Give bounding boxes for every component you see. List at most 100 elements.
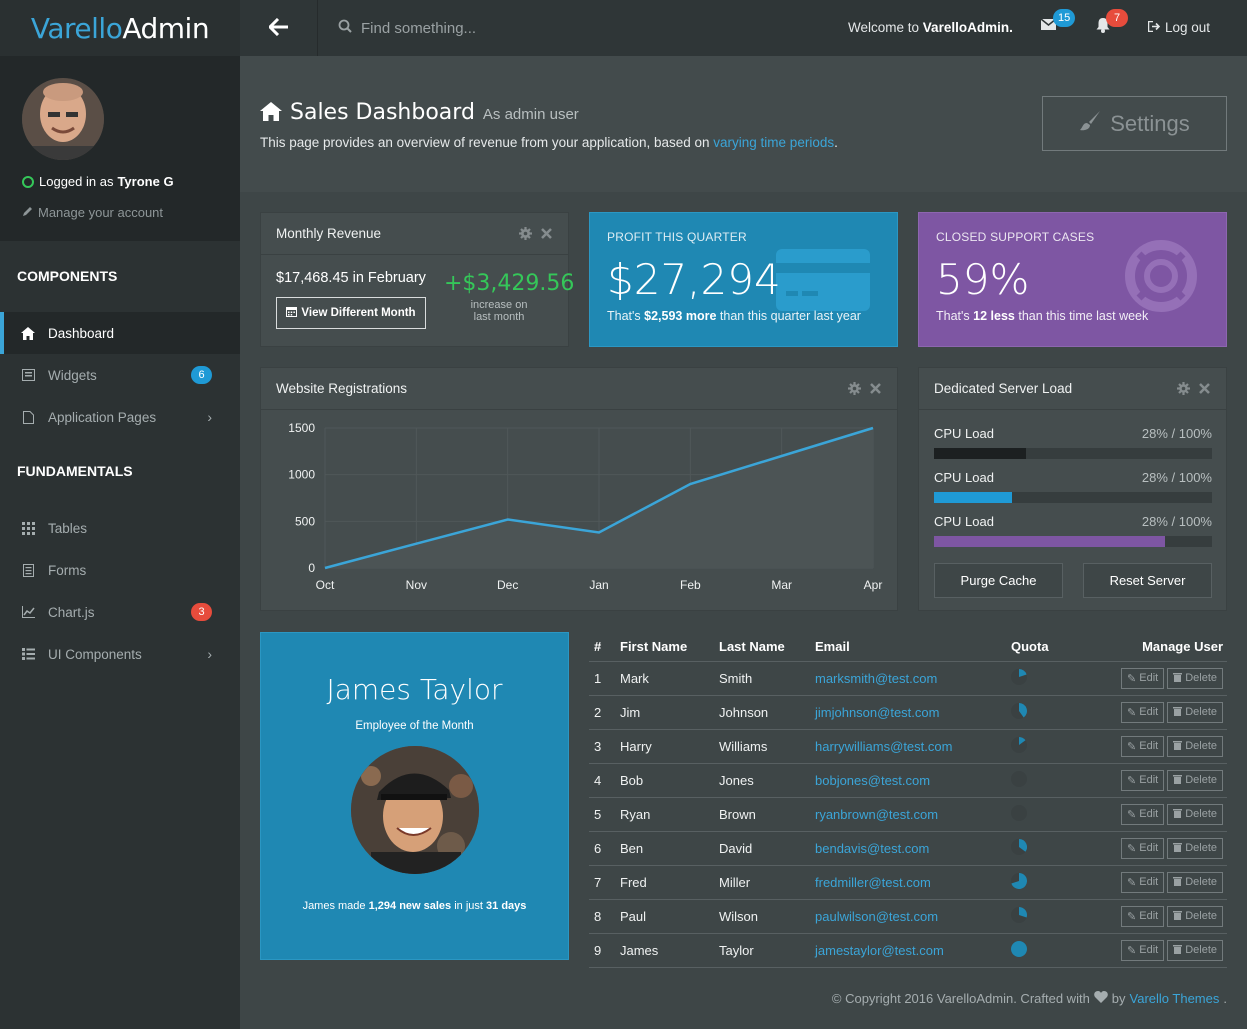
close-icon[interactable] — [1199, 382, 1210, 398]
edit-button[interactable]: ✎ Edit — [1121, 735, 1165, 757]
sidebar-item-tables[interactable]: Tables — [0, 507, 240, 549]
delete-button[interactable]: Delete — [1167, 667, 1223, 689]
load-label-row: CPU Load 28% / 100% — [934, 470, 1212, 485]
delete-button[interactable]: Delete — [1167, 837, 1223, 859]
support-value: 59% — [936, 255, 1030, 304]
row-number: 5 — [589, 797, 620, 832]
edit-label: Edit — [1139, 910, 1159, 922]
sidebar-item-ui-components[interactable]: UI Components › — [0, 633, 240, 675]
table-row: 4 Bob Jones bobjones@test.com ✎ Edit Delete — [589, 763, 1227, 798]
quota-pie-icon — [1011, 872, 1027, 892]
support-foot-prefix: That's — [936, 309, 970, 323]
edit-button[interactable]: ✎ Edit — [1121, 803, 1165, 825]
profit-label: PROFIT THIS QUARTER — [607, 230, 747, 244]
sidebar-item-chartjs[interactable]: Chart.js 3 — [0, 591, 240, 633]
time-periods-link[interactable]: varying time periods — [713, 135, 835, 150]
series-area — [325, 428, 873, 568]
page-subtitle: As admin user — [482, 106, 579, 123]
sidebar-item-widgets[interactable]: Widgets 6 — [0, 354, 240, 396]
email-link[interactable]: harrywilliams@test.com — [815, 738, 953, 754]
pencil-icon: ✎ — [1127, 706, 1137, 719]
gear-icon[interactable] — [519, 227, 532, 243]
revenue-change-note-1: increase on — [470, 299, 528, 311]
email-link[interactable]: fredmiller@test.com — [815, 874, 931, 890]
load-progress-fill — [934, 536, 1165, 547]
delete-button[interactable]: Delete — [1167, 803, 1223, 825]
quota-pie-icon — [1011, 736, 1027, 756]
edit-button[interactable]: ✎ Edit — [1121, 905, 1165, 927]
pencil-icon: ✎ — [1127, 876, 1137, 889]
row-number: 9 — [589, 933, 620, 968]
footer: © Copyright 2016 VarelloAdmin. Crafted w… — [832, 991, 1227, 1006]
notifications-count-badge: 7 — [1106, 9, 1128, 27]
table-row: 1 Mark Smith marksmith@test.com ✎ Edit Delete — [589, 661, 1227, 696]
email-link[interactable]: bobjones@test.com — [815, 772, 931, 788]
logout-button[interactable]: Log out — [1147, 20, 1211, 35]
delete-button[interactable]: Delete — [1167, 701, 1223, 723]
edit-button[interactable]: ✎ Edit — [1121, 871, 1165, 893]
edit-button[interactable]: ✎ Edit — [1121, 701, 1165, 723]
email-link[interactable]: bendavis@test.com — [815, 840, 930, 856]
email-link[interactable]: ryanbrown@test.com — [815, 806, 939, 822]
notifications-button[interactable]: 7 — [1096, 9, 1128, 36]
sidebar-item-application-pages[interactable]: Application Pages › — [0, 396, 240, 438]
quota-pie-icon — [1011, 668, 1027, 688]
reset-server-button[interactable]: Reset Server — [1083, 563, 1212, 598]
footer-suffix: . — [1223, 991, 1227, 1006]
fundamentals-nav: Tables Forms Chart.js 3 UI Components › — [0, 507, 240, 675]
search-input[interactable]: Find something... — [361, 19, 477, 37]
email-link[interactable]: paulwilson@test.com — [815, 908, 939, 924]
delete-button[interactable]: Delete — [1167, 735, 1223, 757]
support-label: CLOSED SUPPORT CASES — [936, 230, 1095, 244]
close-icon[interactable] — [870, 382, 881, 398]
sidebar-toggle-button[interactable] — [240, 0, 318, 56]
messages-button[interactable]: 15 — [1040, 9, 1076, 33]
settings-button[interactable]: Settings — [1042, 96, 1227, 151]
x-tick-label: Apr — [864, 578, 883, 592]
online-status-icon — [22, 175, 34, 188]
row-number: 7 — [589, 865, 620, 900]
quota-pie-icon — [1011, 804, 1027, 824]
logout-label: Log out — [1165, 20, 1211, 35]
brand-logo[interactable]: Varello Admin — [0, 0, 240, 56]
edit-button[interactable]: ✎ Edit — [1121, 939, 1165, 961]
close-icon[interactable] — [541, 227, 552, 243]
edit-button[interactable]: ✎ Edit — [1121, 769, 1165, 791]
search-bar[interactable]: Find something... — [338, 19, 476, 37]
users-table: # First Name Last Name Email Quota Manag… — [589, 632, 1227, 968]
delete-button[interactable]: Delete — [1167, 769, 1223, 791]
varello-themes-link[interactable]: Varello Themes — [1129, 991, 1220, 1006]
last-name-cell: Brown — [719, 797, 815, 832]
user-avatar[interactable] — [22, 78, 104, 160]
email-link[interactable]: marksmith@test.com — [815, 670, 938, 686]
row-number: 3 — [589, 729, 620, 764]
chartjs-count-badge: 3 — [191, 603, 212, 621]
delete-button[interactable]: Delete — [1167, 871, 1223, 893]
quota-pie-icon — [1011, 940, 1027, 960]
delete-label: Delete — [1185, 842, 1217, 854]
profit-foot-bold: $2,593 more — [644, 309, 717, 323]
email-link[interactable]: jamestaylor@test.com — [815, 942, 944, 958]
y-tick-label: 0 — [308, 561, 315, 575]
settings-label: Settings — [1110, 110, 1190, 136]
email-link[interactable]: jimjohnson@test.com — [815, 704, 940, 720]
view-different-month-button[interactable]: View Different Month — [276, 297, 426, 329]
sidebar-item-forms[interactable]: Forms — [0, 549, 240, 591]
edit-button[interactable]: ✎ Edit — [1121, 837, 1165, 859]
support-foot-suffix: than this time last week — [1018, 309, 1149, 323]
trash-icon — [1173, 842, 1183, 855]
users-table-body: 1 Mark Smith marksmith@test.com ✎ Edit Delete 2… — [589, 661, 1227, 968]
cpu-load-row: CPU Load 28% / 100% — [934, 514, 1212, 547]
employee-name: James Taylor — [326, 673, 503, 706]
widgets-count-badge: 6 — [191, 366, 212, 384]
edit-button[interactable]: ✎ Edit — [1121, 667, 1165, 689]
grid-icon — [21, 521, 35, 535]
delete-button[interactable]: Delete — [1167, 939, 1223, 961]
first-name-cell: Fred — [620, 865, 719, 900]
delete-button[interactable]: Delete — [1167, 905, 1223, 927]
sidebar-item-dashboard[interactable]: Dashboard — [0, 312, 240, 354]
purge-cache-button[interactable]: Purge Cache — [934, 563, 1063, 598]
manage-account-link[interactable]: Manage your account — [22, 205, 218, 220]
gear-icon[interactable] — [1177, 382, 1190, 398]
gear-icon[interactable] — [848, 382, 861, 398]
